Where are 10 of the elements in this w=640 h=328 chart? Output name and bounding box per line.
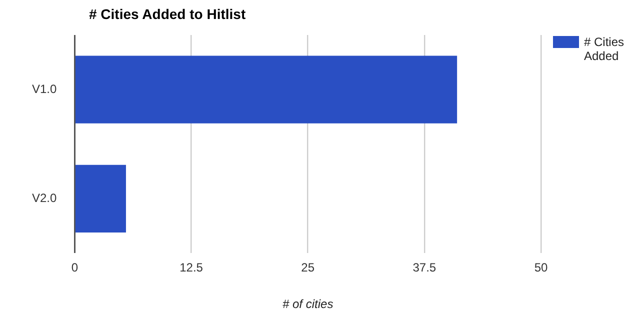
y-tick-label: V2.0 <box>32 190 58 205</box>
chart-title: # Cities Added to Hitlist <box>89 6 246 22</box>
x-tick-label: 25 <box>301 260 315 275</box>
y-tick-label: V1.0 <box>32 82 58 96</box>
legend-label: # Cities Added <box>584 35 626 63</box>
x-tick-label: 50 <box>534 260 548 275</box>
x-tick-label: 0 <box>71 260 78 275</box>
x-tick-label: 37.5 <box>412 260 436 275</box>
x-axis-title: # of cities <box>282 297 334 312</box>
x-tick-label: 12.5 <box>180 260 204 275</box>
